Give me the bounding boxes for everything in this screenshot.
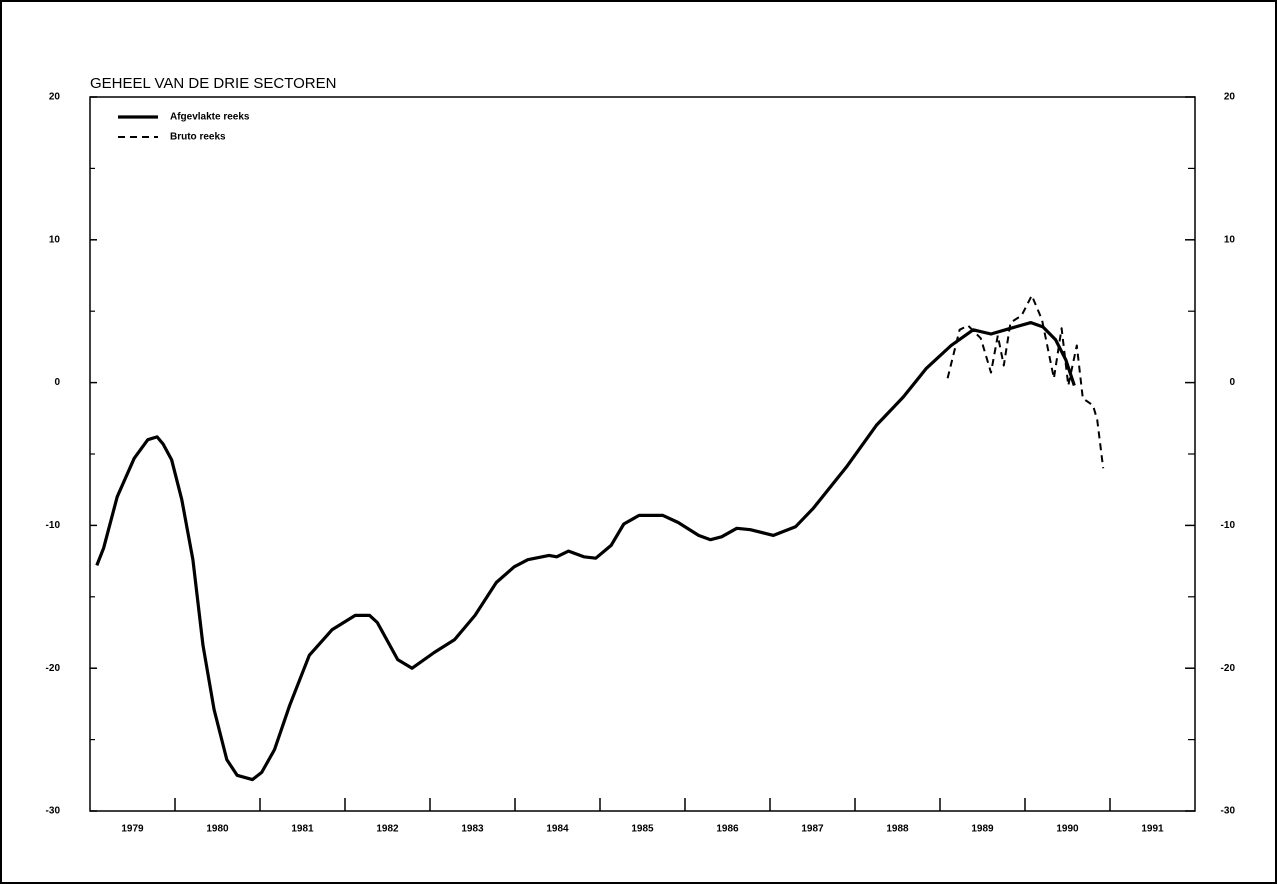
x-tick-label: 1986 bbox=[716, 824, 739, 835]
x-tick-label: 1980 bbox=[206, 824, 229, 835]
y2-tick-label: -10 bbox=[1221, 520, 1236, 531]
x-tick-label: 1990 bbox=[1056, 824, 1079, 835]
y-tick-label: 20 bbox=[49, 92, 61, 103]
y2-tick-label: -20 bbox=[1221, 663, 1236, 674]
y-tick-label: -10 bbox=[46, 520, 61, 531]
series-line bbox=[946, 294, 1105, 469]
x-tick-label: 1979 bbox=[121, 824, 144, 835]
chart-title: GEHEEL VAN DE DRIE SECTOREN bbox=[90, 75, 336, 92]
legend-label: Bruto reeks bbox=[170, 132, 226, 143]
x-tick-label: 1984 bbox=[546, 824, 569, 835]
y2-tick-label: 10 bbox=[1224, 234, 1236, 245]
y-tick-label: 10 bbox=[49, 234, 61, 245]
y2-tick-label: 0 bbox=[1229, 377, 1235, 388]
x-tick-label: 1988 bbox=[886, 824, 909, 835]
x-tick-label: 1985 bbox=[631, 824, 654, 835]
x-tick-label: 1987 bbox=[801, 824, 824, 835]
x-tick-label: 1989 bbox=[971, 824, 994, 835]
y2-tick-label: -30 bbox=[1221, 806, 1236, 817]
x-tick-label: 1983 bbox=[461, 824, 484, 835]
series-line bbox=[95, 321, 1076, 782]
y-tick-label: -20 bbox=[46, 663, 61, 674]
x-tick-label: 1982 bbox=[376, 824, 399, 835]
y-tick-label: -30 bbox=[46, 806, 61, 817]
legend-label: Afgevlakte reeks bbox=[170, 112, 250, 123]
x-tick-label: 1981 bbox=[291, 824, 314, 835]
y-tick-label: 0 bbox=[54, 377, 60, 388]
y2-tick-label: 20 bbox=[1224, 92, 1236, 103]
plot-area bbox=[89, 96, 1196, 812]
x-tick-label: 1991 bbox=[1141, 824, 1164, 835]
